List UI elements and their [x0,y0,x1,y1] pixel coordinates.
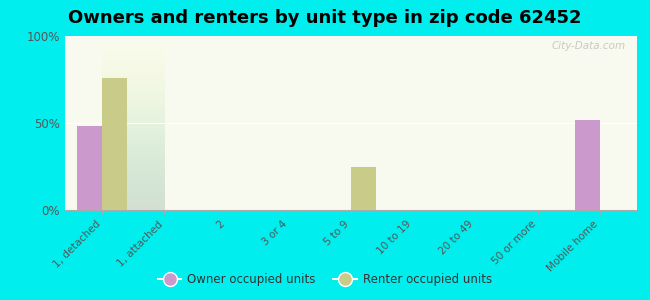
Text: City-Data.com: City-Data.com [551,41,625,51]
Bar [102,78,127,210]
Bar [351,167,376,210]
Bar [575,119,600,210]
Legend: Owner occupied units, Renter occupied units: Owner occupied units, Renter occupied un… [153,269,497,291]
Text: Owners and renters by unit type in zip code 62452: Owners and renters by unit type in zip c… [68,9,582,27]
Bar [77,127,102,210]
